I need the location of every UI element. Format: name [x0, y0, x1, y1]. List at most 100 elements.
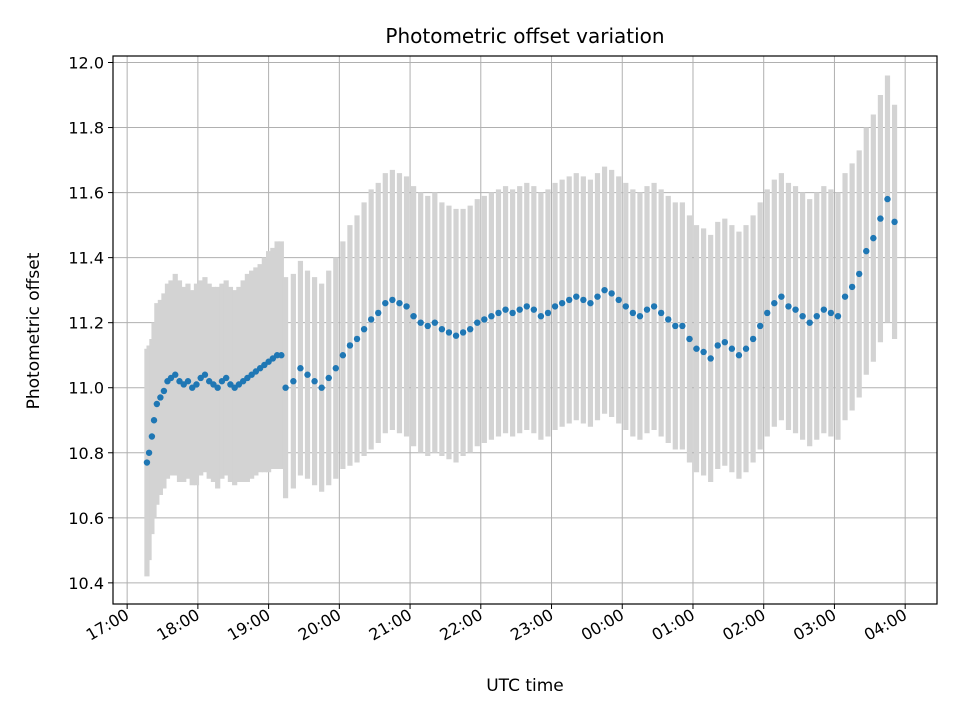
chart-title: Photometric offset variation: [385, 24, 664, 48]
data-point: [431, 319, 439, 326]
data-point: [672, 322, 679, 330]
data-point: [459, 329, 467, 336]
data-point: [884, 195, 891, 203]
data-point: [367, 316, 375, 323]
data-point: [558, 299, 566, 307]
data-point: [282, 384, 289, 391]
data-point: [848, 283, 856, 291]
data-point: [855, 270, 863, 278]
data-point: [143, 459, 151, 466]
data-point: [891, 218, 898, 226]
data-point: [424, 322, 431, 330]
data-point: [544, 309, 552, 317]
data-point: [778, 293, 785, 300]
data-point: [537, 312, 545, 320]
data-point: [665, 316, 672, 323]
data-point: [601, 286, 608, 294]
data-point: [820, 306, 828, 313]
data-point: [410, 312, 417, 320]
data-point: [157, 394, 164, 401]
data-point: [551, 303, 559, 310]
data-point: [686, 335, 693, 343]
data-point: [278, 352, 285, 359]
data-point: [679, 322, 686, 330]
data-point: [488, 312, 495, 320]
data-point: [516, 306, 523, 313]
data-point: [587, 299, 594, 307]
data-point: [325, 374, 332, 382]
data-point: [749, 335, 757, 343]
data-point: [580, 296, 587, 304]
data-point: [452, 332, 460, 339]
data-point: [304, 371, 311, 378]
y-axis-title: Photometric offset: [24, 252, 44, 409]
data-point: [756, 322, 764, 330]
data-point: [827, 309, 835, 317]
data-point: [417, 319, 424, 326]
data-point: [523, 303, 530, 310]
data-point: [290, 378, 297, 385]
grid-layer: [113, 56, 937, 604]
data-point: [438, 325, 446, 333]
point-layer: [143, 195, 898, 466]
data-point: [353, 335, 361, 343]
data-point: [834, 312, 842, 320]
data-point: [863, 247, 870, 255]
y-tick-label: 10.4: [68, 574, 104, 593]
data-point: [643, 306, 651, 313]
data-point: [657, 309, 665, 317]
data-point: [566, 296, 573, 304]
y-tick-label: 10.8: [68, 444, 104, 463]
data-point: [375, 309, 382, 317]
data-point: [728, 345, 736, 352]
data-point: [403, 303, 410, 310]
y-tick-label: 11.4: [68, 249, 104, 268]
data-point: [721, 338, 729, 346]
data-point: [193, 381, 200, 388]
data-point: [297, 365, 304, 372]
y-tick-label: 10.6: [68, 509, 104, 528]
data-point: [150, 417, 158, 424]
data-point: [339, 352, 347, 359]
data-point: [650, 303, 658, 310]
data-point: [735, 352, 743, 359]
data-point: [346, 342, 354, 349]
data-point: [160, 387, 168, 395]
data-point: [311, 378, 318, 385]
data-point: [201, 371, 209, 378]
data-point: [445, 329, 453, 336]
data-point: [573, 293, 580, 300]
data-point: [799, 312, 806, 320]
data-point: [332, 365, 339, 372]
data-point: [530, 306, 538, 313]
data-point: [318, 384, 325, 391]
data-point: [382, 299, 389, 307]
data-point: [806, 319, 813, 326]
data-point: [870, 234, 877, 242]
y-tick-label: 11.0: [68, 379, 104, 398]
data-point: [396, 299, 403, 307]
data-point: [764, 309, 771, 317]
y-tick-label: 11.6: [68, 184, 104, 203]
data-point: [495, 309, 502, 317]
data-point: [622, 303, 629, 310]
data-point: [184, 378, 192, 385]
data-point: [785, 303, 792, 310]
data-point: [481, 316, 488, 323]
data-point: [636, 312, 644, 320]
y-tick-label: 12.0: [68, 54, 104, 73]
data-point: [813, 312, 820, 320]
data-point: [615, 296, 622, 304]
data-point: [214, 384, 221, 391]
data-point: [360, 325, 368, 333]
data-point: [172, 371, 179, 378]
data-point: [792, 306, 799, 313]
data-point: [700, 348, 707, 356]
plot-frame: [112, 55, 938, 605]
data-point: [502, 306, 509, 313]
data-point: [841, 293, 849, 300]
data-point: [771, 299, 778, 307]
data-point: [153, 400, 161, 408]
y-tick-label: 11.8: [68, 119, 104, 138]
